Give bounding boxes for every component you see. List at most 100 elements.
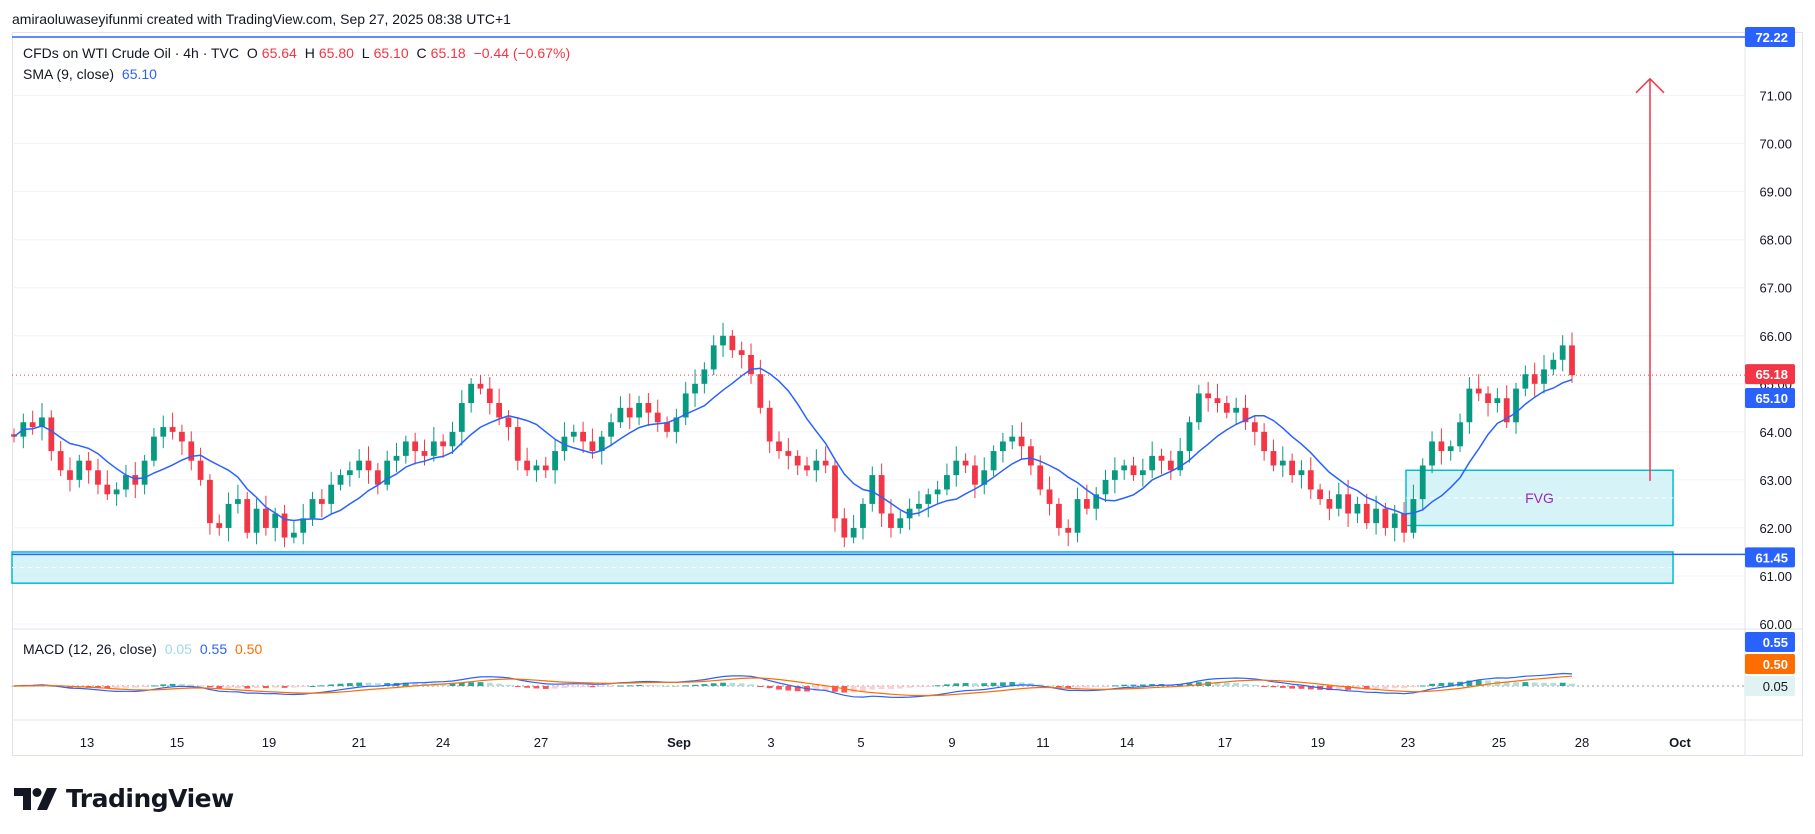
macd-histogram-bar	[188, 684, 195, 686]
candle-body	[1457, 422, 1463, 447]
macd-histogram-bar	[934, 685, 941, 687]
macd-histogram-bar	[1279, 686, 1286, 688]
candle-body	[710, 345, 717, 370]
candle-body	[188, 441, 195, 461]
price-tick-label: 60.00	[1759, 617, 1792, 632]
macd-histogram-bar	[1335, 686, 1342, 690]
macd-signal-line	[13, 675, 1573, 697]
candle-body	[1550, 359, 1557, 370]
price-label-support-badge	[1745, 547, 1795, 568]
candle-body	[486, 388, 493, 404]
macd-histogram-bar	[1382, 686, 1389, 689]
candle-body	[253, 508, 260, 533]
candle-body	[1345, 494, 1351, 514]
price-tick-label: 61.00	[1759, 569, 1792, 584]
macd-histogram-bar	[972, 683, 978, 686]
candle-body	[1233, 407, 1240, 413]
candle-body	[673, 417, 680, 432]
candle-body	[356, 460, 363, 471]
macd-histogram-bar	[906, 686, 913, 688]
macd-histogram-bar	[1363, 686, 1370, 690]
candle-body	[1028, 446, 1034, 466]
macd-label-signal-badge	[1745, 654, 1795, 674]
macd-histogram-bar	[1289, 686, 1296, 689]
macd-histogram-bar	[1345, 686, 1351, 690]
candle-body	[1139, 470, 1146, 476]
macd-histogram-bar	[608, 686, 614, 687]
time-tick-label: 19	[262, 735, 276, 750]
macd-histogram-bar	[944, 684, 950, 686]
macd-histogram-bar	[412, 682, 419, 686]
macd-legend[interactable]: MACD (12, 26, close) 0.05 0.55 0.50	[23, 641, 266, 657]
candle-body	[785, 451, 792, 456]
candle-body	[514, 427, 521, 461]
low-value: 65.10	[373, 45, 409, 61]
macd-histogram-bar	[1559, 682, 1566, 686]
macd-histogram-bar	[123, 686, 129, 688]
candle-body	[1531, 374, 1538, 384]
candle-body	[113, 489, 120, 495]
macd-histogram-bar	[701, 684, 708, 686]
candle-body	[729, 335, 736, 351]
macd-histogram-bar	[598, 686, 605, 687]
macd-histogram-bar	[925, 686, 932, 687]
macd-histogram-bar	[1438, 683, 1445, 686]
macd-histogram-bar	[132, 686, 139, 688]
candle-body	[207, 479, 213, 524]
candle-body	[598, 436, 605, 452]
macd-histogram-bar	[1298, 686, 1305, 689]
candle-body	[1541, 369, 1547, 384]
candle-body	[1009, 436, 1016, 442]
candle-body	[468, 383, 475, 404]
candle-body	[1335, 494, 1342, 509]
macd-histogram-bar	[738, 683, 745, 686]
macd-histogram-bar	[1055, 686, 1062, 688]
sma-legend[interactable]: SMA (9, close) 65.10	[23, 66, 161, 82]
candle-body	[822, 460, 829, 466]
candle-body	[916, 503, 922, 509]
macd-histogram-bar	[309, 685, 316, 687]
candle-body	[962, 460, 969, 466]
macd-histogram-bar	[1149, 684, 1156, 686]
macd-histogram-bar	[720, 682, 726, 686]
macd-histogram-bar	[990, 682, 997, 686]
tradingview-logo[interactable]: TradingView	[14, 784, 234, 813]
macd-histogram-bar	[897, 686, 904, 689]
macd-histogram-bar	[1214, 681, 1221, 686]
macd-histogram-bar	[729, 682, 736, 686]
candle-body	[244, 499, 251, 533]
macd-histogram-bar	[374, 683, 381, 686]
macd-histogram-bar	[552, 686, 558, 689]
macd-histogram-bar	[1475, 680, 1482, 686]
candle-body	[132, 475, 139, 485]
time-tick-label: 21	[352, 735, 366, 750]
time-tick-label: 19	[1311, 735, 1325, 750]
symbol-legend[interactable]: CFDs on WTI Crude Oil · 4h · TVC O 65.64 …	[23, 45, 574, 61]
macd-histogram-bar	[916, 686, 922, 687]
macd-histogram-bar	[850, 686, 857, 693]
macd-histogram-bar	[281, 686, 288, 688]
price-label-support-text: 61.45	[1755, 550, 1788, 565]
candle-body	[1401, 513, 1407, 533]
candle-body	[309, 499, 316, 519]
candle-body	[1298, 470, 1305, 476]
price-tick-label: 66.00	[1759, 329, 1792, 344]
candle-body	[1466, 388, 1473, 423]
candle-body	[757, 374, 764, 408]
macd-histogram-bar	[356, 682, 363, 686]
candle-body	[235, 499, 241, 504]
candle-body	[346, 470, 353, 476]
macd-histogram-bar	[365, 682, 372, 686]
candle-body	[533, 465, 540, 471]
candle-body	[897, 518, 904, 528]
candle-body	[860, 503, 866, 528]
candle-body	[1354, 503, 1361, 514]
candle-body	[720, 335, 726, 346]
candle-body	[701, 369, 708, 384]
macd-histogram-bar	[822, 686, 829, 691]
candle-body	[776, 441, 782, 452]
macd-histogram-bar	[1401, 686, 1407, 689]
macd-histogram-bar	[300, 686, 307, 688]
candle-body	[1559, 345, 1566, 360]
